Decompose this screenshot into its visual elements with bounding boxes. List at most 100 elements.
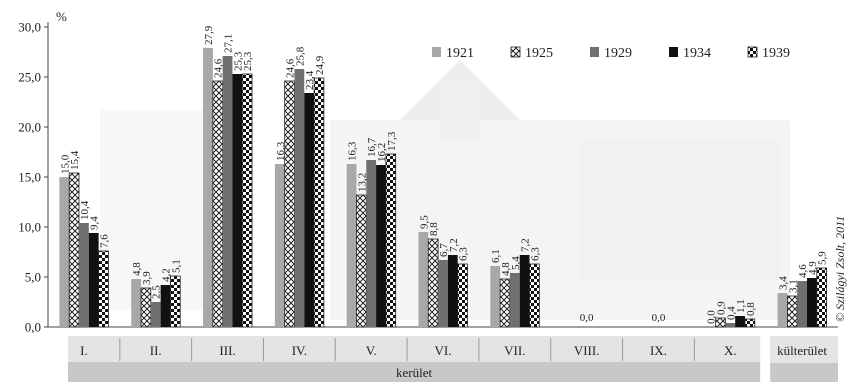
bar <box>284 80 295 328</box>
bar <box>98 250 109 328</box>
data-label: 24,6 <box>285 58 297 78</box>
data-label: 16,3 <box>275 141 287 161</box>
bar <box>212 80 224 328</box>
data-label: 27,9 <box>203 25 215 45</box>
bar <box>150 302 161 327</box>
legend-label: 1925 <box>525 46 553 61</box>
bar <box>806 278 817 327</box>
bar <box>140 287 152 328</box>
bar <box>160 285 171 327</box>
data-label: 3,1 <box>787 279 799 293</box>
data-label: 15,0 <box>59 154 71 174</box>
category-band <box>68 336 761 363</box>
data-label: 4,2 <box>161 268 173 282</box>
data-label: 25,8 <box>294 46 306 66</box>
legend-swatch <box>590 47 599 57</box>
bar <box>797 281 807 327</box>
data-label: 4,6 <box>797 264 809 278</box>
bar <box>294 69 305 327</box>
data-label: 16,3 <box>347 141 359 161</box>
legend-swatch <box>747 46 758 58</box>
category-axis: I. II. III. IV. V. VI. VII. VIII. IX. X. külterüle… <box>68 336 838 382</box>
legend-swatch <box>669 47 678 57</box>
data-label: 24,9 <box>314 55 326 75</box>
data-label: 6,1 <box>490 249 502 263</box>
bar <box>376 165 386 327</box>
legend: 1921 1925 1929 1934 1939 <box>432 46 790 61</box>
data-label: 0,0 <box>580 312 594 324</box>
bar <box>88 233 99 327</box>
bar <box>490 266 501 327</box>
bar <box>438 260 448 327</box>
bar <box>68 172 80 328</box>
data-label: 27,1 <box>223 34 235 53</box>
bar <box>457 263 468 328</box>
data-label: 25,3 <box>232 51 244 71</box>
data-label: 1,1 <box>735 299 747 313</box>
axes: 0,0 5,0 10,0 15,0 20,0 25,0 30,0 <box>18 20 838 335</box>
bar <box>715 317 726 328</box>
bar <box>232 74 243 327</box>
bar <box>519 255 530 327</box>
data-label: 0,0 <box>652 312 666 324</box>
bar <box>725 323 736 327</box>
category-label: II. <box>150 343 162 358</box>
bar <box>346 164 357 327</box>
bar <box>447 255 458 327</box>
category-label: III. <box>219 343 235 358</box>
bar <box>816 267 827 328</box>
data-label: 3,9 <box>141 271 153 285</box>
legend-label: 1939 <box>762 46 790 61</box>
bar <box>241 73 253 328</box>
category-label: I. <box>80 343 88 358</box>
bars <box>59 48 827 328</box>
category-label: IV. <box>292 343 307 358</box>
background-photo <box>100 60 790 320</box>
data-label: 17,3 <box>386 131 398 151</box>
data-label: 0,4 <box>725 306 737 320</box>
data-label: 7,2 <box>448 238 460 252</box>
bar <box>131 279 142 327</box>
data-label: 0,8 <box>745 302 757 316</box>
y-axis-unit: % <box>56 9 67 24</box>
bar <box>499 278 511 328</box>
bar <box>786 295 798 328</box>
data-label: 6,3 <box>529 247 541 261</box>
bar <box>744 318 756 328</box>
y-tick-label: 15,0 <box>18 170 41 185</box>
legend-swatch <box>510 46 521 58</box>
data-label: 0,0 <box>706 310 718 324</box>
y-tick-label: 0,0 <box>25 320 41 335</box>
y-tick-label: 10,0 <box>18 220 41 235</box>
data-label: 16,2 <box>376 143 388 162</box>
data-label: 6,3 <box>458 247 470 261</box>
bar <box>418 232 429 327</box>
data-label: 8,8 <box>428 222 440 236</box>
data-label: 6,7 <box>438 243 450 257</box>
data-labels: 15,015,410,49,47,64,83,92,54,25,127,924,… <box>59 25 828 324</box>
y-tick-label: 20,0 <box>18 120 41 135</box>
bar <box>529 263 540 328</box>
bar <box>735 316 745 327</box>
data-label: 24,6 <box>213 58 225 78</box>
data-label: 2,5 <box>151 285 163 299</box>
category-label: VII. <box>504 343 525 358</box>
legend-label: 1929 <box>604 46 632 61</box>
data-label: 5,4 <box>510 256 522 270</box>
bar <box>59 177 70 327</box>
legend-label: 1921 <box>446 46 474 61</box>
bar <box>79 223 89 327</box>
bar <box>222 56 233 327</box>
bar <box>427 238 439 328</box>
bar <box>170 275 181 328</box>
data-label: 4,9 <box>807 261 819 275</box>
bar <box>313 77 325 328</box>
data-label: 9,4 <box>89 216 101 230</box>
kulterulet-band-top <box>770 336 838 363</box>
data-label: 7,6 <box>99 234 111 248</box>
bar <box>509 273 520 327</box>
legend-swatch <box>432 47 441 57</box>
data-label: 13,2 <box>356 173 368 192</box>
legend-label: 1934 <box>683 46 711 61</box>
